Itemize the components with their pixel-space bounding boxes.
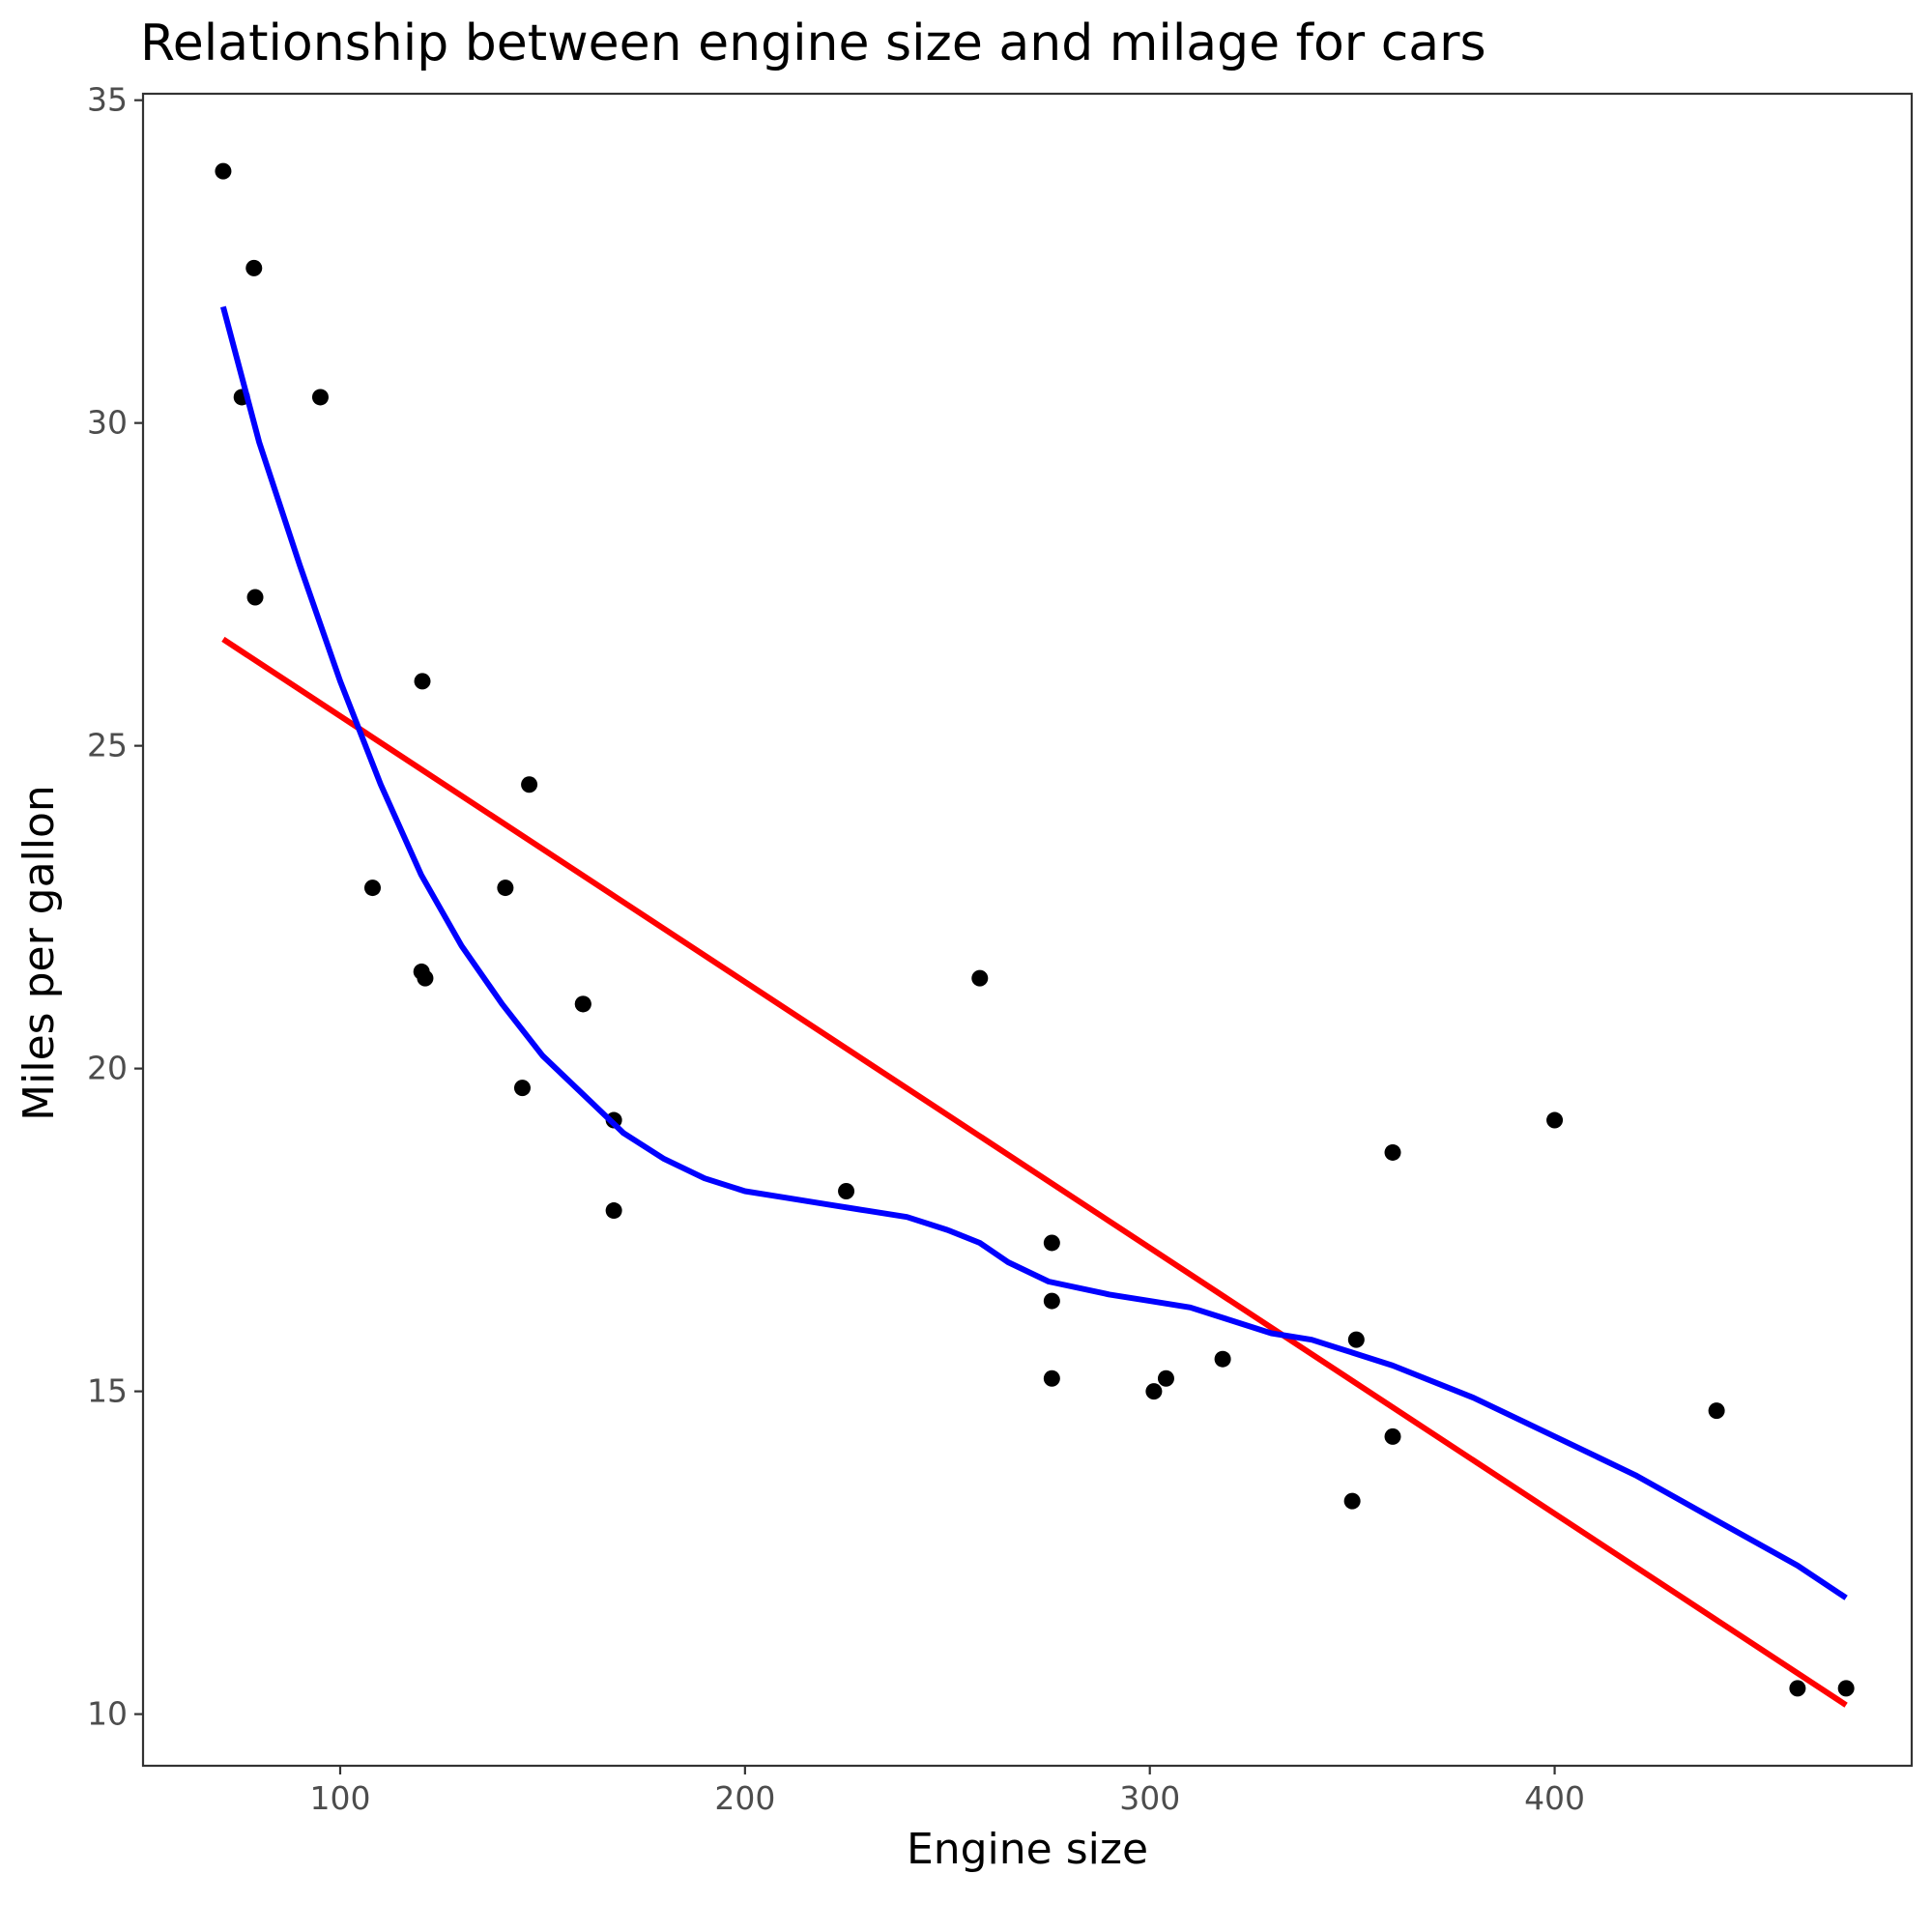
- data-point: [1384, 1143, 1401, 1161]
- data-point: [215, 162, 232, 180]
- plot-area: [215, 162, 1855, 1708]
- data-point: [971, 969, 989, 987]
- data-point: [521, 776, 538, 793]
- data-point: [574, 995, 591, 1013]
- data-point: [513, 1080, 531, 1097]
- data-point: [1546, 1111, 1564, 1129]
- data-point: [414, 673, 431, 690]
- smooth-fit-line: [220, 305, 1848, 1600]
- x-tick-label: 100: [309, 1779, 370, 1817]
- x-axis-label: Engine size: [907, 1825, 1148, 1874]
- data-point: [1343, 1492, 1361, 1510]
- data-point: [245, 259, 263, 276]
- data-point: [1043, 1370, 1060, 1387]
- y-tick-label: 15: [87, 1372, 128, 1410]
- data-point: [1837, 1680, 1855, 1697]
- data-point: [1043, 1292, 1060, 1310]
- chart-title: Relationship between engine size and mil…: [140, 14, 1486, 72]
- data-point: [1347, 1331, 1365, 1348]
- data-point: [246, 589, 264, 606]
- linear-fit-line: [221, 636, 1848, 1708]
- data-point: [417, 969, 434, 987]
- data-point: [363, 879, 381, 897]
- data-point: [1708, 1402, 1725, 1420]
- y-tick-label: 35: [87, 81, 128, 119]
- axes: 100 200 300 400 10 15 20 25 30 35: [87, 81, 1585, 1817]
- y-axis-label: Miles per gallon: [14, 785, 64, 1121]
- y-tick-label: 30: [87, 404, 128, 442]
- data-point: [1145, 1383, 1163, 1400]
- data-point: [1384, 1427, 1401, 1445]
- x-tick-label: 400: [1524, 1779, 1585, 1817]
- data-point: [1214, 1350, 1231, 1368]
- data-point: [1789, 1680, 1806, 1697]
- y-tick-label: 25: [87, 727, 128, 764]
- data-point: [605, 1202, 622, 1220]
- data-point: [311, 389, 329, 406]
- y-tick-label: 20: [87, 1050, 128, 1087]
- x-tick-label: 300: [1119, 1779, 1180, 1817]
- plot-panel: [141, 92, 1914, 1768]
- y-tick-label: 10: [87, 1695, 128, 1733]
- x-tick-label: 200: [714, 1779, 775, 1817]
- data-point: [497, 879, 514, 897]
- data-point: [838, 1183, 855, 1200]
- data-point: [1043, 1234, 1060, 1252]
- data-point: [1157, 1370, 1174, 1387]
